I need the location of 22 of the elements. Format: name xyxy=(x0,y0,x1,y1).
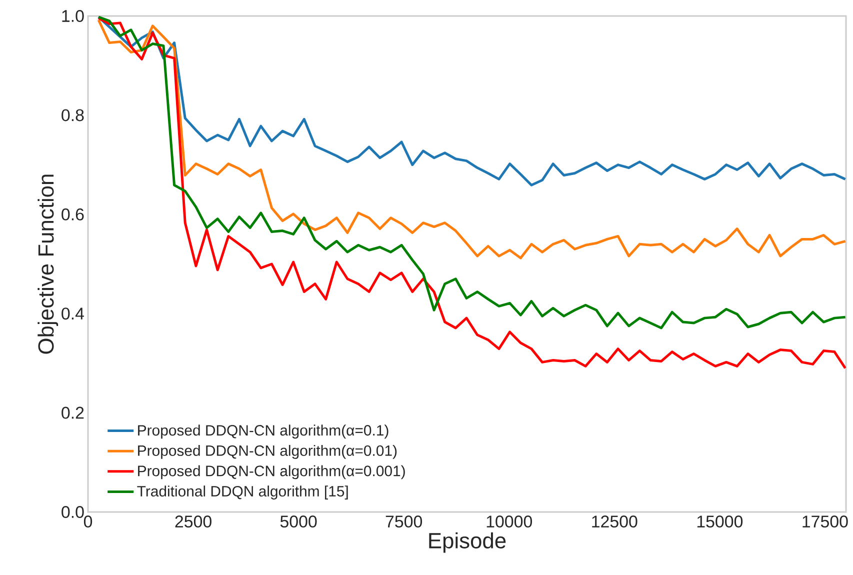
line-series xyxy=(97,16,846,186)
y-axis-title: Objective Function xyxy=(38,174,58,354)
legend-label: Proposed DDQN-CN algorithm(α=0.01) xyxy=(138,444,397,459)
x-tick-label: 0 xyxy=(84,516,92,528)
legend-label: Proposed DDQN-CN algorithm(α=0.001) xyxy=(138,465,405,480)
y-tick-label: 0.6 xyxy=(62,208,84,220)
y-tick-label: 0.2 xyxy=(62,406,84,419)
x-tick-label: 10000 xyxy=(486,516,532,528)
y-tick-label: 0.0 xyxy=(62,506,84,518)
line-series xyxy=(97,18,846,260)
x-tick-label: 12500 xyxy=(592,516,638,528)
legend-label: Proposed DDQN-CN algorithm(α=0.1) xyxy=(138,424,388,439)
legend-label: Traditional DDQN algorithm [15] xyxy=(137,486,348,500)
y-tick-label: 0.4 xyxy=(62,308,84,320)
x-tick-label: 17500 xyxy=(802,516,848,528)
x-axis-title: Episode xyxy=(429,532,506,553)
x-tick-label: 7500 xyxy=(386,516,422,528)
y-tick-label: 1.0 xyxy=(62,10,84,22)
x-tick-label: 15000 xyxy=(697,516,743,528)
y-tick-label: 0.8 xyxy=(62,109,84,122)
x-tick-label: 2500 xyxy=(175,516,212,528)
x-tick-label: 5000 xyxy=(280,516,317,528)
